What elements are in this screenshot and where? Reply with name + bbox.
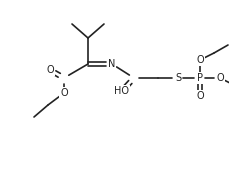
Text: O: O <box>46 65 54 75</box>
Text: O: O <box>195 91 203 101</box>
Text: P: P <box>196 73 202 83</box>
Text: HO: HO <box>114 86 129 96</box>
Text: S: S <box>174 73 180 83</box>
Text: O: O <box>215 73 223 83</box>
Text: N: N <box>108 59 115 69</box>
Text: O: O <box>195 55 203 65</box>
Text: O: O <box>60 88 68 98</box>
